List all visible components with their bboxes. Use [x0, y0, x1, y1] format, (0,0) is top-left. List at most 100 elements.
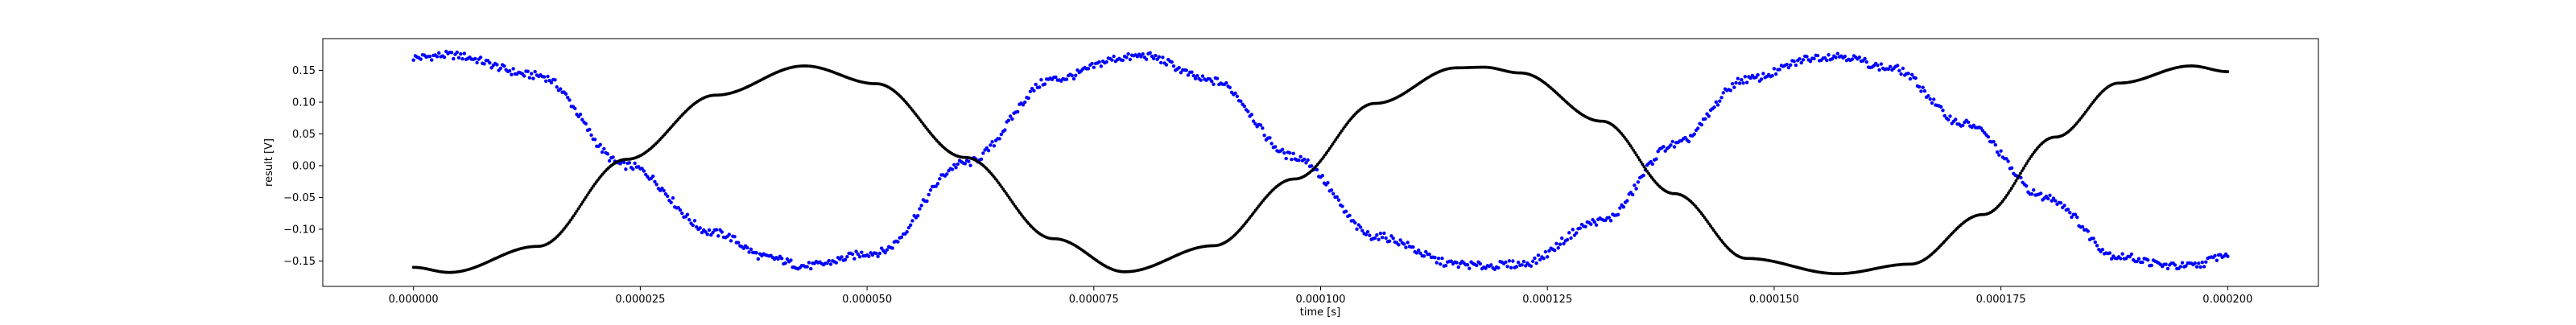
data-point — [1734, 80, 1738, 85]
data-point — [2107, 251, 2112, 255]
data-point — [1411, 245, 1415, 249]
data-point — [1686, 139, 1691, 144]
data-point — [2016, 176, 2020, 180]
data-point — [749, 247, 753, 252]
data-point — [671, 195, 675, 200]
data-point — [2226, 70, 2230, 73]
data-point — [578, 112, 583, 117]
data-point — [938, 177, 942, 181]
data-point — [411, 58, 415, 62]
data-point — [452, 56, 456, 61]
data-point — [1801, 58, 1806, 62]
data-point — [1642, 165, 1646, 169]
data-point — [1876, 63, 1880, 68]
data-point — [1511, 259, 1515, 263]
data-point — [1583, 224, 1587, 228]
data-point — [430, 58, 434, 62]
data-point — [1589, 222, 1593, 226]
data-point — [678, 208, 683, 212]
data-point — [607, 158, 612, 163]
data-point — [825, 261, 829, 265]
data-point — [498, 66, 503, 71]
data-point — [1015, 109, 1020, 114]
data-point — [1830, 57, 1835, 61]
data-point — [1054, 75, 1058, 80]
data-point — [1406, 241, 1410, 245]
data-point — [879, 246, 884, 250]
data-point — [867, 254, 871, 258]
data-point — [2038, 191, 2043, 195]
data-point — [650, 174, 655, 179]
data-point — [1607, 216, 1612, 220]
data-point — [1414, 251, 1419, 255]
data-point — [640, 167, 644, 171]
data-point — [1465, 262, 1470, 267]
data-point — [1571, 228, 1575, 232]
data-point — [733, 234, 737, 239]
x-tick-label: 0.000050 — [842, 294, 892, 306]
data-point — [584, 121, 588, 126]
data-point — [809, 266, 813, 271]
data-point — [954, 166, 958, 170]
data-point — [507, 68, 512, 73]
data-point — [1521, 259, 1526, 264]
data-point — [1505, 265, 1509, 269]
x-tick-label: 0.000125 — [1522, 294, 1572, 306]
data-point — [741, 246, 746, 250]
data-point — [905, 230, 909, 234]
data-point — [2093, 240, 2097, 245]
data-point — [1703, 117, 1707, 121]
data-point — [1799, 60, 1803, 65]
data-point — [2165, 266, 2170, 271]
data-point — [2029, 154, 2033, 158]
data-point — [1332, 140, 1336, 144]
data-point — [578, 204, 582, 208]
data-point — [676, 205, 680, 210]
data-point — [527, 76, 532, 80]
x-tick-label: 0.000150 — [1749, 294, 1799, 306]
data-point — [1373, 236, 1377, 241]
data-point — [588, 127, 592, 132]
data-point — [549, 80, 554, 84]
data-point — [1928, 97, 1932, 101]
data-point — [1857, 56, 1862, 60]
data-point — [546, 74, 550, 79]
data-point — [1773, 72, 1778, 76]
data-point — [934, 184, 938, 188]
y-tick-label: 0.00 — [292, 160, 316, 172]
data-point — [986, 149, 991, 153]
data-point — [1509, 265, 1513, 270]
data-point — [1808, 60, 1813, 64]
data-point — [575, 209, 579, 213]
data-point — [1533, 256, 1537, 261]
data-point — [1906, 72, 1910, 76]
data-point — [1336, 198, 1341, 202]
data-point — [1895, 64, 1900, 68]
data-point — [1637, 158, 1641, 162]
data-point — [1534, 261, 1538, 265]
data-point — [1496, 265, 1501, 270]
data-point — [1538, 257, 1542, 262]
data-point — [568, 98, 572, 102]
data-point — [1034, 82, 1038, 87]
data-point — [1468, 266, 1472, 270]
data-point — [1007, 195, 1011, 200]
data-point — [2136, 257, 2141, 261]
data-point — [1358, 225, 1363, 229]
data-point — [1261, 126, 1265, 130]
data-point — [1004, 191, 1008, 195]
data-point — [1946, 117, 1951, 122]
data-point — [1326, 181, 1330, 185]
data-point — [1592, 220, 1597, 224]
data-point — [2050, 199, 2054, 203]
data-point — [437, 51, 441, 56]
data-point — [1151, 56, 1156, 60]
data-point — [1754, 75, 1758, 80]
data-point — [1210, 79, 1214, 84]
data-point — [1003, 128, 1007, 132]
data-point — [1297, 158, 1301, 162]
data-point — [1235, 94, 1240, 98]
data-point — [1656, 150, 1660, 154]
